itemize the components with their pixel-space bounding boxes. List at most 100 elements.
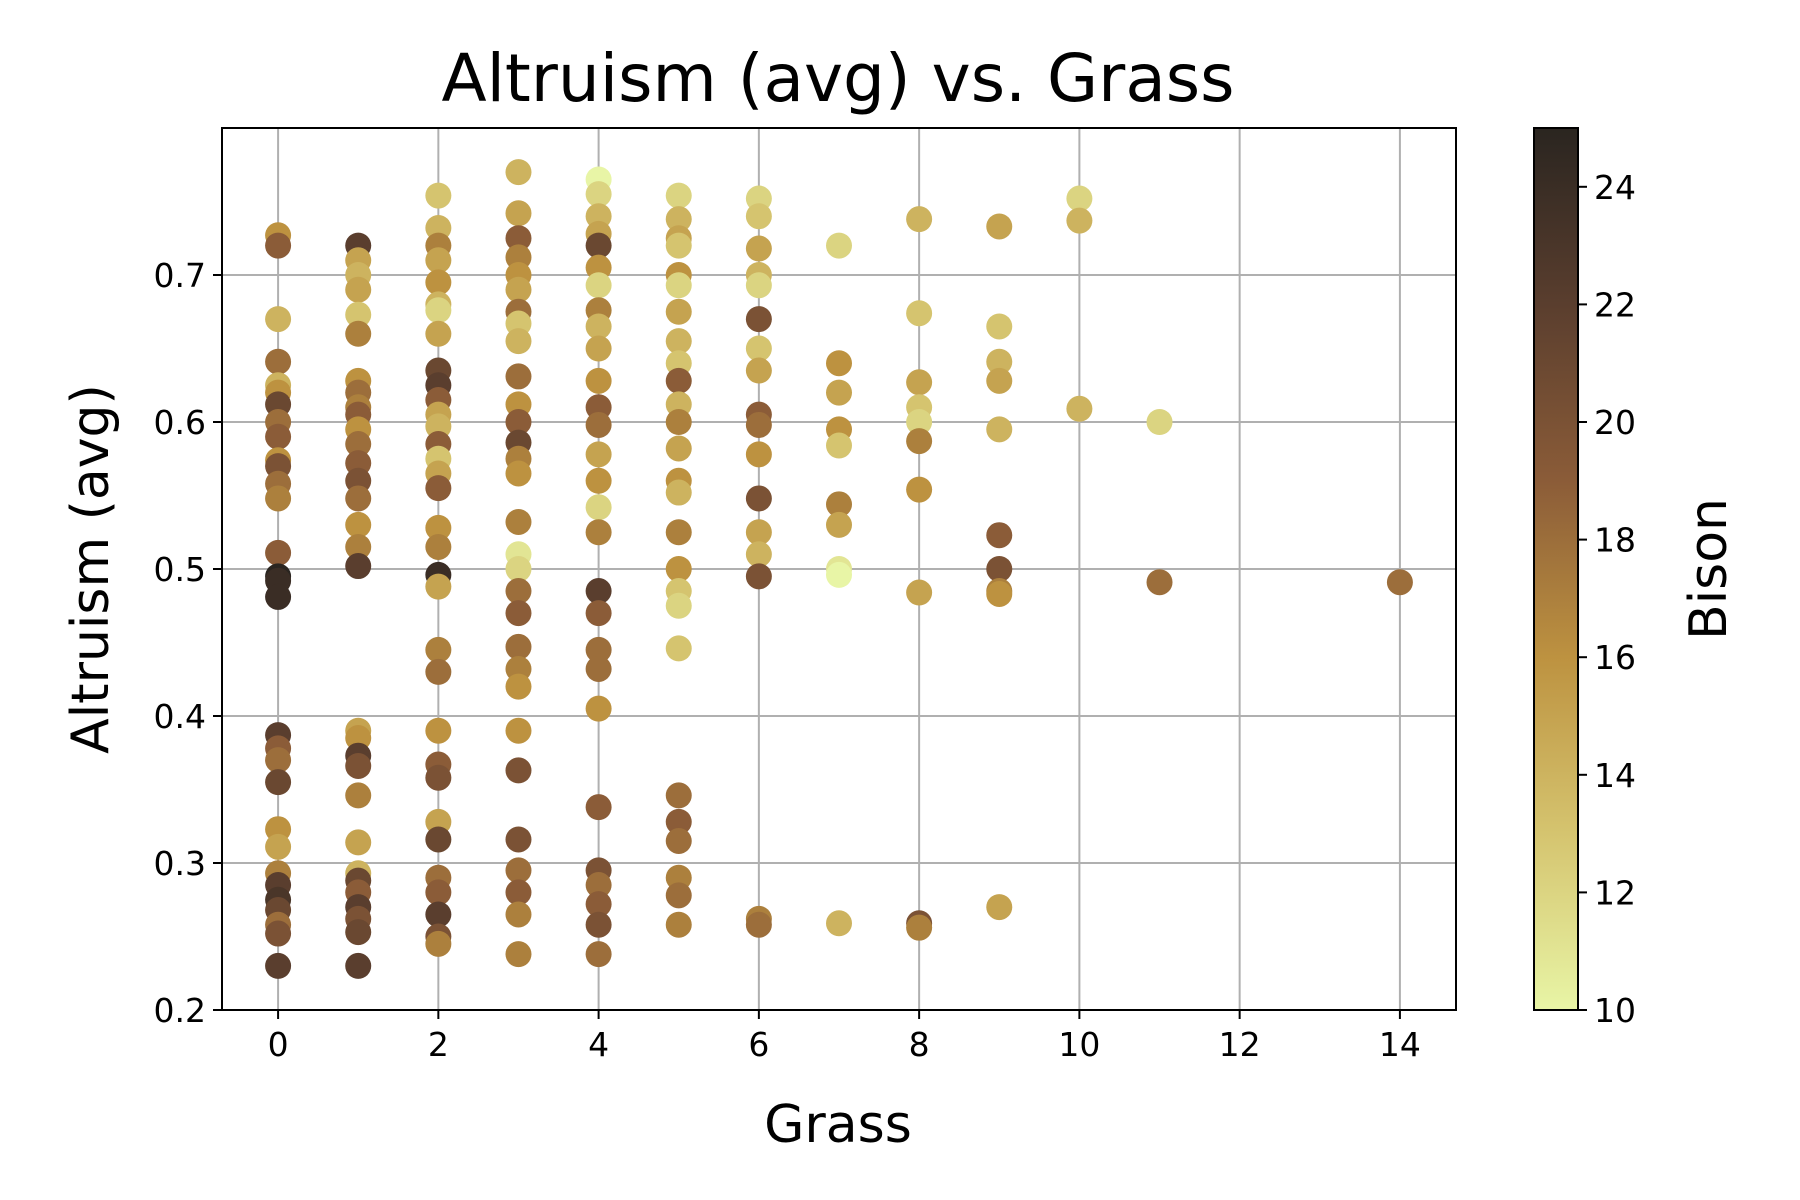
data-point (745, 441, 772, 468)
data-point (585, 600, 612, 627)
data-point (665, 182, 692, 209)
data-point (425, 826, 452, 853)
data-point (745, 485, 772, 512)
data-point (505, 363, 532, 390)
data-point (345, 919, 372, 946)
data-point (665, 206, 692, 233)
data-point (265, 920, 292, 947)
data-point (745, 235, 772, 262)
data-point (505, 578, 532, 605)
data-point (665, 911, 692, 938)
data-point (986, 313, 1013, 340)
data-point (505, 159, 532, 186)
data-point (585, 655, 612, 682)
colorbar-tick-label: 14 (1594, 756, 1636, 795)
data-point (425, 764, 452, 791)
colorbar: 10 12 14 16 18 20 22 24 Bison (1533, 127, 1739, 1030)
data-point (665, 519, 692, 546)
data-point (986, 556, 1013, 582)
x-tick-label: 4 (588, 1025, 609, 1064)
x-tick-label: 8 (909, 1025, 930, 1064)
data-point (505, 857, 532, 884)
data-point (1066, 185, 1093, 212)
data-point (505, 460, 532, 487)
data-point (585, 232, 612, 259)
x-tick-label: 12 (1219, 1025, 1261, 1064)
data-point (505, 757, 532, 784)
data-point (665, 298, 692, 325)
colorbar-tick-label: 18 (1594, 521, 1636, 560)
chart-title: Altruism (avg) vs. Grass (441, 40, 1234, 117)
data-point (505, 826, 532, 853)
data-point (505, 879, 532, 906)
data-point (745, 272, 772, 299)
data-point (1386, 569, 1413, 596)
x-tick-label: 6 (748, 1025, 769, 1064)
data-point (585, 636, 612, 663)
data-point (585, 313, 612, 340)
data-point (425, 269, 452, 296)
data-point (505, 556, 532, 582)
data-point (665, 409, 692, 435)
y-axis: 0.2 0.3 0.4 0.5 0.6 0.7 (154, 256, 222, 1030)
colorbar-tick-label: 24 (1594, 168, 1636, 207)
data-point (745, 563, 772, 590)
x-tick-label: 14 (1379, 1025, 1421, 1064)
data-point (345, 320, 372, 347)
data-point (826, 491, 852, 518)
data-point (986, 522, 1013, 549)
data-point (345, 782, 372, 809)
data-point (585, 794, 612, 821)
data-point (745, 203, 772, 230)
data-point (826, 511, 852, 538)
data-point (505, 941, 532, 968)
data-point (265, 423, 292, 450)
data-point (745, 519, 772, 546)
data-point (425, 901, 452, 928)
data-point (585, 411, 612, 438)
data-point (265, 539, 292, 566)
data-point (505, 200, 532, 227)
colorbar-gradient (1533, 127, 1579, 1011)
data-point (665, 435, 692, 462)
data-point (425, 247, 452, 274)
data-point (665, 367, 692, 394)
data-point (425, 636, 452, 663)
data-point (265, 747, 292, 774)
y-tick-label: 0.3 (154, 844, 206, 883)
data-point (986, 348, 1013, 375)
data-point (665, 782, 692, 809)
data-point (265, 232, 292, 259)
data-point (505, 633, 532, 660)
data-point (665, 232, 692, 259)
data-point (986, 416, 1013, 443)
data-point (505, 328, 532, 355)
data-point (665, 882, 692, 909)
data-point (585, 494, 612, 521)
data-point (425, 717, 452, 744)
data-point (425, 182, 452, 209)
x-tick-label: 2 (428, 1025, 449, 1064)
data-point (585, 272, 612, 299)
data-point (826, 432, 852, 459)
data-point (665, 328, 692, 355)
data-point (906, 579, 933, 606)
colorbar-tick-label: 22 (1594, 285, 1636, 324)
data-point (665, 479, 692, 506)
colorbar-tick-label: 16 (1594, 638, 1636, 677)
data-point (826, 379, 852, 406)
data-point (265, 306, 292, 333)
data-point (585, 941, 612, 968)
data-point (745, 541, 772, 568)
data-point (265, 833, 292, 860)
plot-area (221, 127, 1457, 1011)
data-point (265, 485, 292, 512)
y-tick-label: 0.7 (154, 256, 206, 295)
data-point (345, 952, 372, 979)
x-axis-label: Grass (764, 1095, 912, 1155)
data-point (745, 335, 772, 362)
data-point (585, 872, 612, 899)
colorbar-label: Bison (1679, 498, 1739, 640)
data-point (906, 428, 933, 455)
data-point (745, 411, 772, 438)
